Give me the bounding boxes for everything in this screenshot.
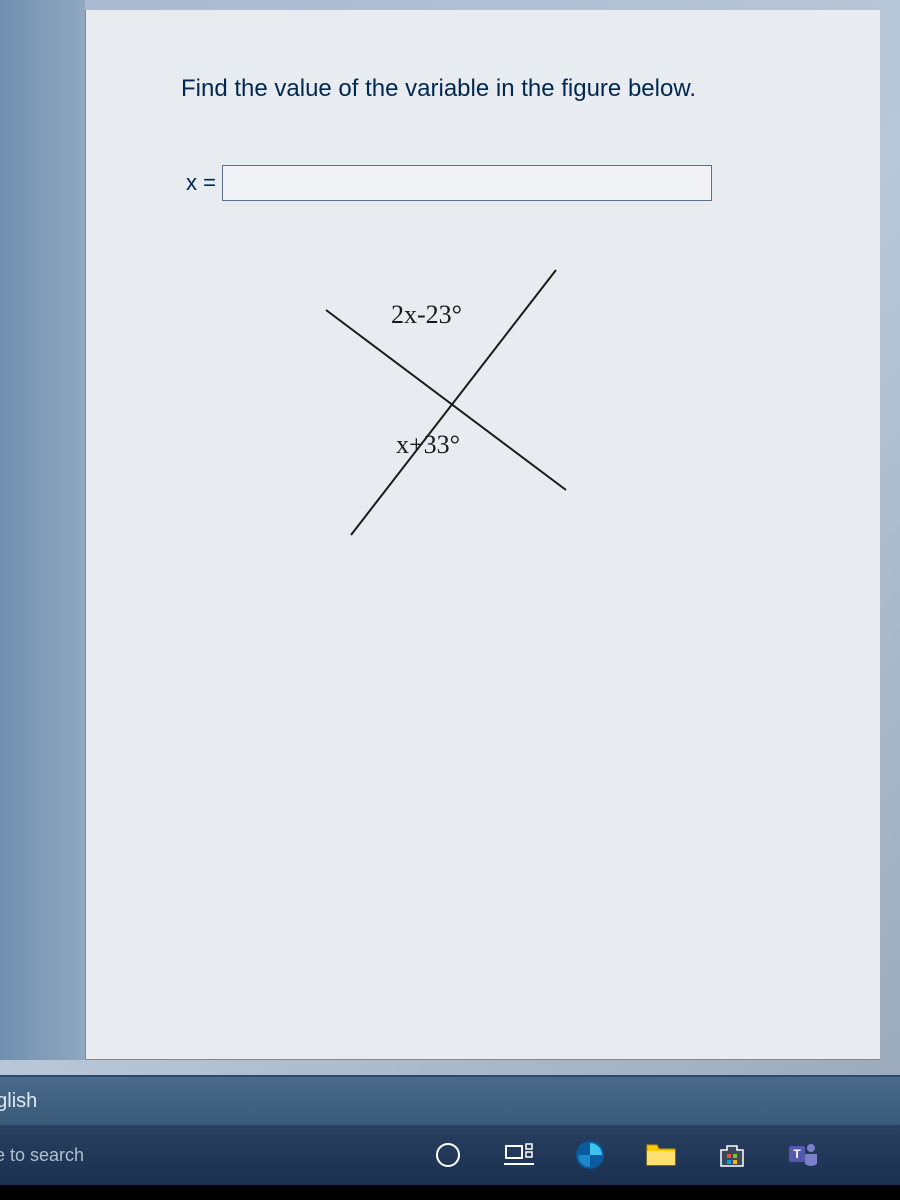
task-view-icon[interactable] xyxy=(501,1137,537,1173)
angle-label-top: 2x-23° xyxy=(391,300,462,330)
cortana-icon[interactable] xyxy=(430,1137,466,1173)
edge-browser-icon[interactable] xyxy=(572,1137,608,1173)
question-panel: Find the value of the variable in the fi… xyxy=(85,10,880,1060)
screen-bottom-edge xyxy=(0,1185,900,1200)
windows-taskbar[interactable]: e to search xyxy=(0,1125,900,1185)
taskbar-icons-group: T xyxy=(430,1137,821,1173)
angle-label-bottom: x+33° xyxy=(396,430,460,460)
search-input-text[interactable]: e to search xyxy=(0,1145,84,1166)
teams-icon[interactable]: T xyxy=(785,1137,821,1173)
answer-input[interactable] xyxy=(222,165,712,201)
svg-text:T: T xyxy=(793,1147,801,1161)
left-edge-strip xyxy=(0,0,85,1060)
diagram-line-1 xyxy=(326,310,566,490)
answer-label: x = xyxy=(186,170,216,196)
microsoft-store-icon[interactable] xyxy=(714,1137,750,1173)
question-prompt: Find the value of the variable in the fi… xyxy=(181,75,696,103)
page-footer: nglish xyxy=(0,1075,900,1125)
language-indicator[interactable]: nglish xyxy=(0,1090,37,1113)
file-explorer-icon[interactable] xyxy=(643,1137,679,1173)
answer-row: x = xyxy=(186,165,712,201)
